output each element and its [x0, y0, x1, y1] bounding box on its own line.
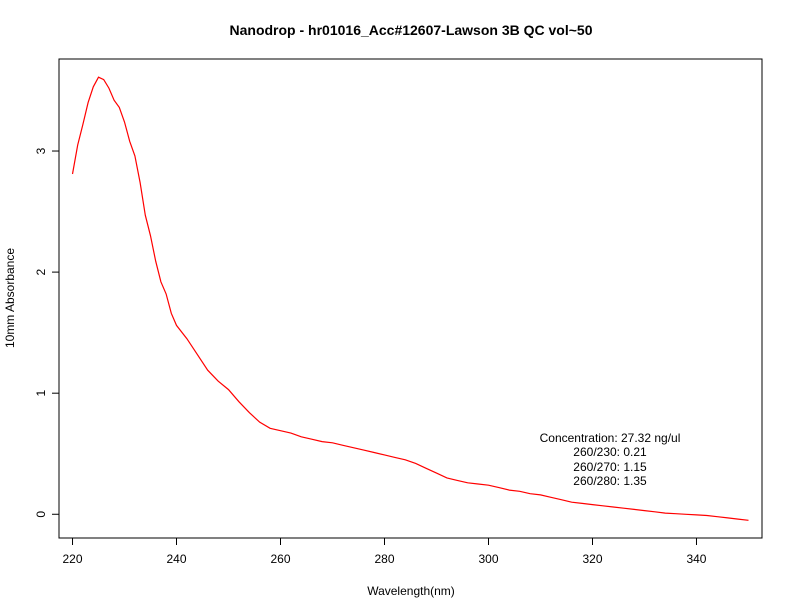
x-tick-label: 300 [478, 552, 498, 566]
annotation-box: Concentration: 27.32 ng/ul 260/230: 0.21… [540, 431, 681, 488]
plot-frame [58, 58, 763, 539]
x-tick-label: 340 [686, 552, 706, 566]
x-tick-label: 320 [582, 552, 602, 566]
series-group [71, 76, 749, 521]
y-axis-label: 10mm Absorbance [3, 248, 17, 348]
series-line-0 [71, 76, 749, 521]
annotation-concentration: Concentration: 27.32 ng/ul [540, 431, 681, 445]
x-tick-label: 260 [270, 552, 290, 566]
y-tick-label: 3 [34, 147, 48, 154]
x-axis: 220 240 260 280 300 320 340 [63, 538, 707, 566]
x-axis-label: Wavelength(nm) [367, 584, 455, 598]
annotation-260-270: 260/270: 1.15 [573, 460, 647, 474]
annotation-260-280: 260/280: 1.35 [573, 474, 647, 488]
x-tick-label: 220 [63, 552, 83, 566]
x-tick-label: 280 [374, 552, 394, 566]
x-tick-label: 240 [166, 552, 186, 566]
y-axis: 0 1 2 3 [34, 147, 59, 518]
annotation-260-230: 260/230: 0.21 [573, 445, 647, 459]
y-tick-label: 2 [34, 268, 48, 275]
y-tick-label: 1 [34, 390, 48, 397]
y-tick-label: 0 [34, 511, 48, 518]
chart-title: Nanodrop - hr01016_Acc#12607-Lawson 3B Q… [230, 22, 593, 38]
